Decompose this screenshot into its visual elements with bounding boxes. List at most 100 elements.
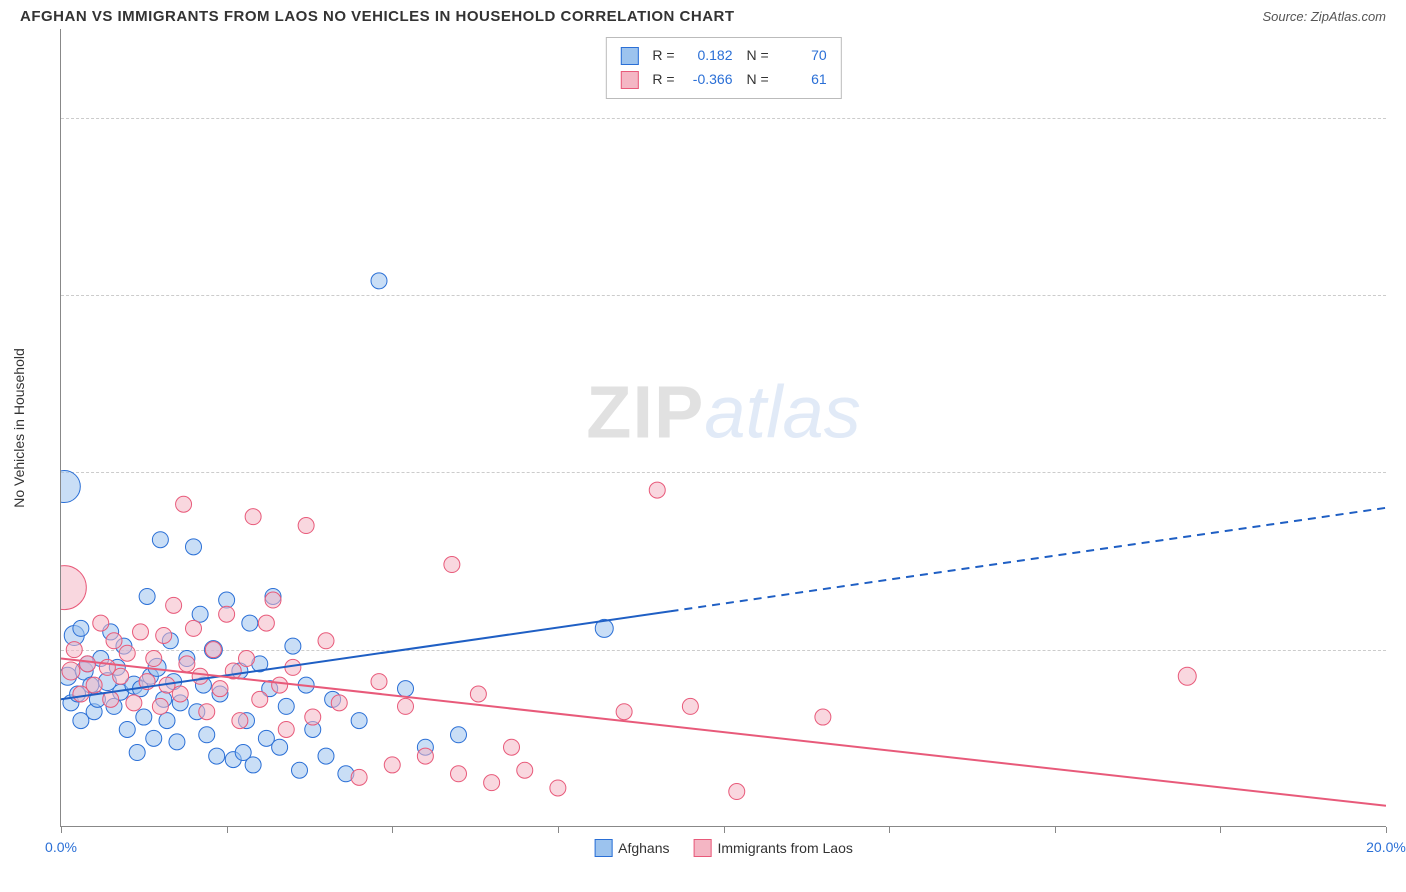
data-point-laos (176, 496, 192, 512)
swatch-laos (694, 839, 712, 857)
data-point-laos (417, 748, 433, 764)
data-point-afghans (146, 730, 162, 746)
data-point-afghans (136, 709, 152, 725)
data-point-afghans (209, 748, 225, 764)
title-bar: AFGHAN VS IMMIGRANTS FROM LAOS NO VEHICL… (0, 0, 1406, 29)
n-value-laos: 61 (775, 68, 827, 92)
data-point-laos (86, 677, 102, 693)
source-label: Source: ZipAtlas.com (1262, 9, 1386, 24)
data-point-laos (272, 677, 288, 693)
data-point-laos (444, 557, 460, 573)
legend-item-afghans: Afghans (594, 839, 669, 857)
data-point-afghans (451, 727, 467, 743)
data-point-afghans (219, 592, 235, 608)
data-point-laos (331, 695, 347, 711)
data-point-laos (106, 633, 122, 649)
data-point-laos (119, 645, 135, 661)
data-point-laos (682, 698, 698, 714)
data-point-laos (504, 739, 520, 755)
data-point-laos (278, 721, 294, 737)
chart-area: No Vehicles in Household ZIPatlas 0.0%20… (60, 29, 1386, 827)
data-point-afghans (292, 762, 308, 778)
y-tick-label: 20.0% (1391, 464, 1406, 480)
r-label: R = (652, 68, 674, 92)
data-point-afghans (61, 471, 80, 503)
data-point-laos (232, 713, 248, 729)
data-point-laos (451, 766, 467, 782)
data-point-laos (212, 681, 228, 697)
data-point-laos (318, 633, 334, 649)
data-point-afghans (139, 588, 155, 604)
data-point-laos (351, 769, 367, 785)
data-point-laos (258, 615, 274, 631)
legend-label-afghans: Afghans (618, 840, 669, 856)
data-point-afghans (318, 748, 334, 764)
swatch-afghans (594, 839, 612, 857)
data-point-laos (113, 668, 129, 684)
n-label: N = (747, 68, 769, 92)
data-point-laos (398, 698, 414, 714)
data-point-afghans (242, 615, 258, 631)
data-point-laos (61, 566, 86, 610)
r-value-laos: -0.366 (681, 68, 733, 92)
swatch-laos (620, 71, 638, 89)
data-point-laos (245, 509, 261, 525)
data-point-laos (729, 784, 745, 800)
data-point-laos (649, 482, 665, 498)
data-point-afghans (152, 532, 168, 548)
data-point-laos (305, 709, 321, 725)
x-tick-label: 0.0% (45, 839, 77, 855)
data-point-laos (80, 656, 96, 672)
data-point-afghans (192, 606, 208, 622)
data-point-laos (205, 642, 221, 658)
n-value-afghans: 70 (775, 44, 827, 68)
data-point-afghans (159, 713, 175, 729)
data-point-laos (179, 656, 195, 672)
data-point-afghans (129, 745, 145, 761)
r-value-afghans: 0.182 (681, 44, 733, 68)
data-point-afghans (73, 620, 89, 636)
y-tick-label: 10.0% (1391, 642, 1406, 658)
series-legend: Afghans Immigrants from Laos (594, 839, 853, 857)
legend-row-laos: R = -0.366 N = 61 (620, 68, 826, 92)
data-point-laos (93, 615, 109, 631)
data-point-laos (815, 709, 831, 725)
data-point-laos (616, 704, 632, 720)
legend-label-laos: Immigrants from Laos (718, 840, 853, 856)
data-point-laos (219, 606, 235, 622)
y-tick-label: 40.0% (1391, 110, 1406, 126)
data-point-laos (126, 695, 142, 711)
data-point-laos (192, 668, 208, 684)
scatter-plot (61, 29, 1386, 827)
data-point-afghans (119, 721, 135, 737)
y-tick-label: 30.0% (1391, 287, 1406, 303)
chart-title: AFGHAN VS IMMIGRANTS FROM LAOS NO VEHICL… (20, 8, 735, 25)
data-point-laos (252, 691, 268, 707)
data-point-laos (384, 757, 400, 773)
data-point-laos (550, 780, 566, 796)
data-point-laos (152, 698, 168, 714)
x-tick-label: 20.0% (1366, 839, 1406, 855)
y-axis-label: No Vehicles in Household (11, 348, 27, 508)
data-point-laos (265, 592, 281, 608)
regression-line-dashed-afghans (671, 508, 1387, 611)
data-point-afghans (169, 734, 185, 750)
data-point-afghans (285, 638, 301, 654)
legend-item-laos: Immigrants from Laos (694, 839, 853, 857)
data-point-laos (199, 704, 215, 720)
data-point-afghans (371, 273, 387, 289)
data-point-laos (186, 620, 202, 636)
r-label: R = (652, 44, 674, 68)
data-point-laos (166, 597, 182, 613)
data-point-afghans (199, 727, 215, 743)
data-point-afghans (272, 739, 288, 755)
n-label: N = (747, 44, 769, 68)
data-point-laos (239, 651, 255, 667)
data-point-afghans (351, 713, 367, 729)
data-point-laos (156, 627, 172, 643)
data-point-afghans (186, 539, 202, 555)
data-point-laos (133, 624, 149, 640)
correlation-legend: R = 0.182 N = 70 R = -0.366 N = 61 (605, 37, 841, 99)
swatch-afghans (620, 47, 638, 65)
legend-row-afghans: R = 0.182 N = 70 (620, 44, 826, 68)
